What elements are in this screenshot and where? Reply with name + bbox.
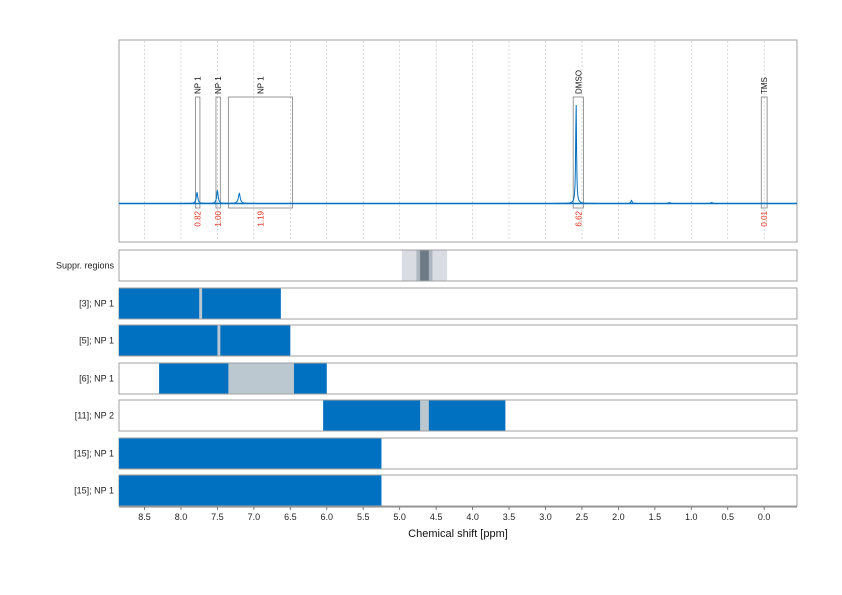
peak-region-box	[760, 96, 768, 209]
x-tick-label: 1.5	[649, 512, 662, 522]
row-panel: Suppr. regions	[56, 249, 798, 282]
x-tick-label: 5.0	[393, 512, 406, 522]
row-panel: [3]; NP 1	[79, 287, 798, 320]
row-label: [6]; NP 1	[79, 374, 114, 384]
row-panel: [11]; NP 2	[75, 399, 798, 432]
row-panel-frame	[118, 249, 798, 282]
peak-region-label: DMSO	[574, 70, 583, 94]
peak-integral-label: 0.01	[760, 210, 769, 226]
x-tick-label: 6.0	[321, 512, 334, 522]
x-tick-label: 3.0	[539, 512, 552, 522]
row-panel: [15]; NP 1	[74, 474, 798, 507]
x-axis: 8.5 8.0 7.5 7.0 6.5 6.0 5.5 5.0 4.5 4.0 3.5 3.0 2.5 2…	[119, 506, 797, 522]
peak-integral-label: 0.82	[194, 210, 203, 226]
row-label: [15]; NP 1	[74, 449, 114, 459]
row-bar	[119, 438, 382, 469]
peak-region-label: TMS	[760, 77, 769, 94]
x-tick-label: 0.0	[758, 512, 771, 522]
row-label: Suppr. regions	[56, 261, 115, 271]
x-axis-title: Chemical shift [ppm]	[408, 528, 508, 540]
row-label: [11]; NP 2	[75, 411, 114, 421]
peak-region-box	[215, 96, 221, 209]
row-bar	[119, 475, 382, 506]
peak-region-label: NP 1	[256, 76, 265, 94]
x-tick-label: 6.5	[284, 512, 297, 522]
peak-integral-label: 1.19	[256, 210, 265, 226]
row-panels: Suppr. regions [3]; NP 1 [5]; NP 1 [6]; NP …	[56, 249, 798, 507]
peak-region-box	[227, 96, 293, 209]
row-bar	[228, 363, 294, 394]
row-bar	[119, 325, 291, 356]
spectrum-line	[119, 105, 797, 204]
x-tick-label: 5.5	[357, 512, 370, 522]
peak-region-box	[572, 96, 584, 209]
peak-region-box	[195, 96, 201, 209]
x-tick-label: 4.0	[466, 512, 479, 522]
x-tick-label: 7.5	[211, 512, 224, 522]
x-tick-label: 3.5	[503, 512, 516, 522]
peak-regions: NP 1 0.82 NP 1 1.00 NP 1 1.19 DMSO 6.62 TMS 0.01	[194, 70, 769, 227]
x-tick-label: 8.5	[138, 512, 151, 522]
row-bar	[199, 288, 203, 319]
peak-integral-label: 1.00	[214, 210, 223, 226]
spectrum-panel: NP 1 0.82 NP 1 1.00 NP 1 1.19 DMSO 6.62 TMS 0.01	[118, 39, 798, 243]
x-tick-label: 0.5	[721, 512, 734, 522]
peak-integral-label: 6.62	[574, 210, 583, 226]
row-panel: [15]; NP 1	[74, 437, 798, 470]
peak-region-label: NP 1	[214, 76, 223, 94]
x-tick-label: 2.5	[576, 512, 589, 522]
x-tick-label: 8.0	[175, 512, 188, 522]
row-label: [15]; NP 1	[74, 486, 114, 496]
x-tick-label: 2.0	[612, 512, 625, 522]
x-tick-label: 1.0	[685, 512, 698, 522]
row-bar	[420, 400, 429, 431]
row-label: [5]; NP 1	[79, 336, 114, 346]
peak-region-label: NP 1	[194, 76, 203, 94]
row-panel: [5]; NP 1	[79, 324, 798, 357]
x-tick-label: 7.0	[248, 512, 261, 522]
row-bar	[217, 325, 221, 356]
row-bar	[420, 250, 429, 281]
spectrum-gridlines	[144, 41, 765, 241]
x-tick-label: 4.5	[430, 512, 443, 522]
row-panel: [6]; NP 1	[79, 362, 798, 395]
row-bar	[323, 400, 506, 431]
row-label: [3]; NP 1	[79, 299, 114, 309]
